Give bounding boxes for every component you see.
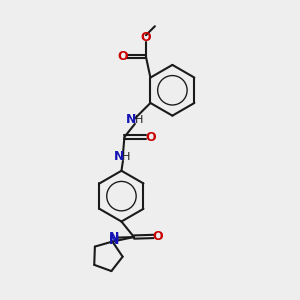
Text: H: H — [135, 115, 143, 125]
Text: O: O — [153, 230, 163, 243]
Text: O: O — [141, 32, 151, 44]
Text: N: N — [108, 234, 119, 247]
Text: N: N — [126, 113, 136, 127]
Text: N: N — [114, 150, 124, 163]
Text: O: O — [145, 130, 156, 143]
Text: H: H — [122, 152, 131, 162]
Text: O: O — [118, 50, 128, 63]
Text: N: N — [109, 230, 119, 244]
